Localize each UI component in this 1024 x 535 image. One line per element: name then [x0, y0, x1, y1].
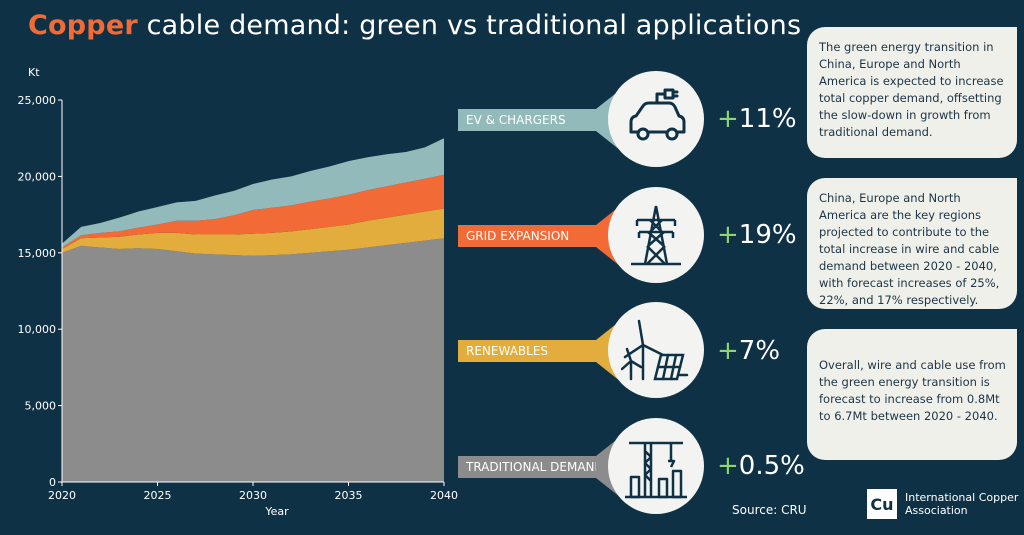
- pylon-icon: [608, 187, 704, 283]
- logo-name: International Copper Association: [905, 491, 1019, 517]
- title-rest: cable demand: green vs traditional appli…: [137, 10, 802, 41]
- y-tick-label: 25,000: [18, 94, 57, 107]
- x-tick-label: 2025: [144, 489, 172, 502]
- pct-grid-expansion: +19%: [717, 220, 797, 250]
- x-tick-label: 2020: [48, 489, 76, 502]
- car-charger-icon: [608, 71, 704, 167]
- wind-solar-icon: [608, 302, 704, 398]
- y-tick-label: 5,000: [25, 400, 57, 413]
- note-card-3: Overall, wire and cable use from the gre…: [807, 329, 1017, 460]
- source-label: Source: CRU: [732, 503, 807, 517]
- y-tick-label: 20,000: [18, 170, 57, 183]
- pct-traditional-demand: +0.5%: [717, 451, 805, 481]
- note-card-1: The green energy transition in China, Eu…: [807, 27, 1017, 158]
- note-card-2: China, Europe and North America are the …: [807, 178, 1017, 309]
- banner-grid-expansion: GRID EXPANSION: [458, 225, 596, 247]
- pct-renewables: +7%: [717, 336, 781, 366]
- y-tick-label: 0: [49, 476, 56, 489]
- pct-ev-chargers: +11%: [717, 104, 797, 134]
- y-tick-label: 10,000: [18, 323, 57, 336]
- title-highlight: Copper: [28, 10, 138, 41]
- x-tick-label: 2040: [430, 489, 458, 502]
- area-renewables: [62, 208, 444, 256]
- y-axis-title: Kt: [28, 66, 40, 79]
- x-tick-label: 2035: [335, 489, 363, 502]
- stacked-area-chart: 0 5,000 10,000 15,000 20,000 25,000 2020 2025 20…: [18, 66, 459, 518]
- construction-crane-icon: [608, 418, 704, 514]
- banner-renewables: RENEWABLES: [458, 340, 596, 362]
- x-axis-title: Year: [264, 505, 289, 518]
- x-tick-label: 2030: [239, 489, 267, 502]
- area-ev-chargers: [62, 138, 444, 248]
- page-title: Copper cable demand: green vs traditiona…: [28, 10, 801, 41]
- logo-mark: Cu: [867, 489, 897, 519]
- area-grid-expansion: [62, 174, 444, 249]
- area-traditional-demand: [62, 238, 444, 482]
- banner-ev-chargers: EV & CHARGERS: [458, 109, 596, 131]
- y-tick-label: 15,000: [18, 247, 57, 260]
- banner-traditional-demand: TRADITIONAL DEMAND: [458, 456, 604, 478]
